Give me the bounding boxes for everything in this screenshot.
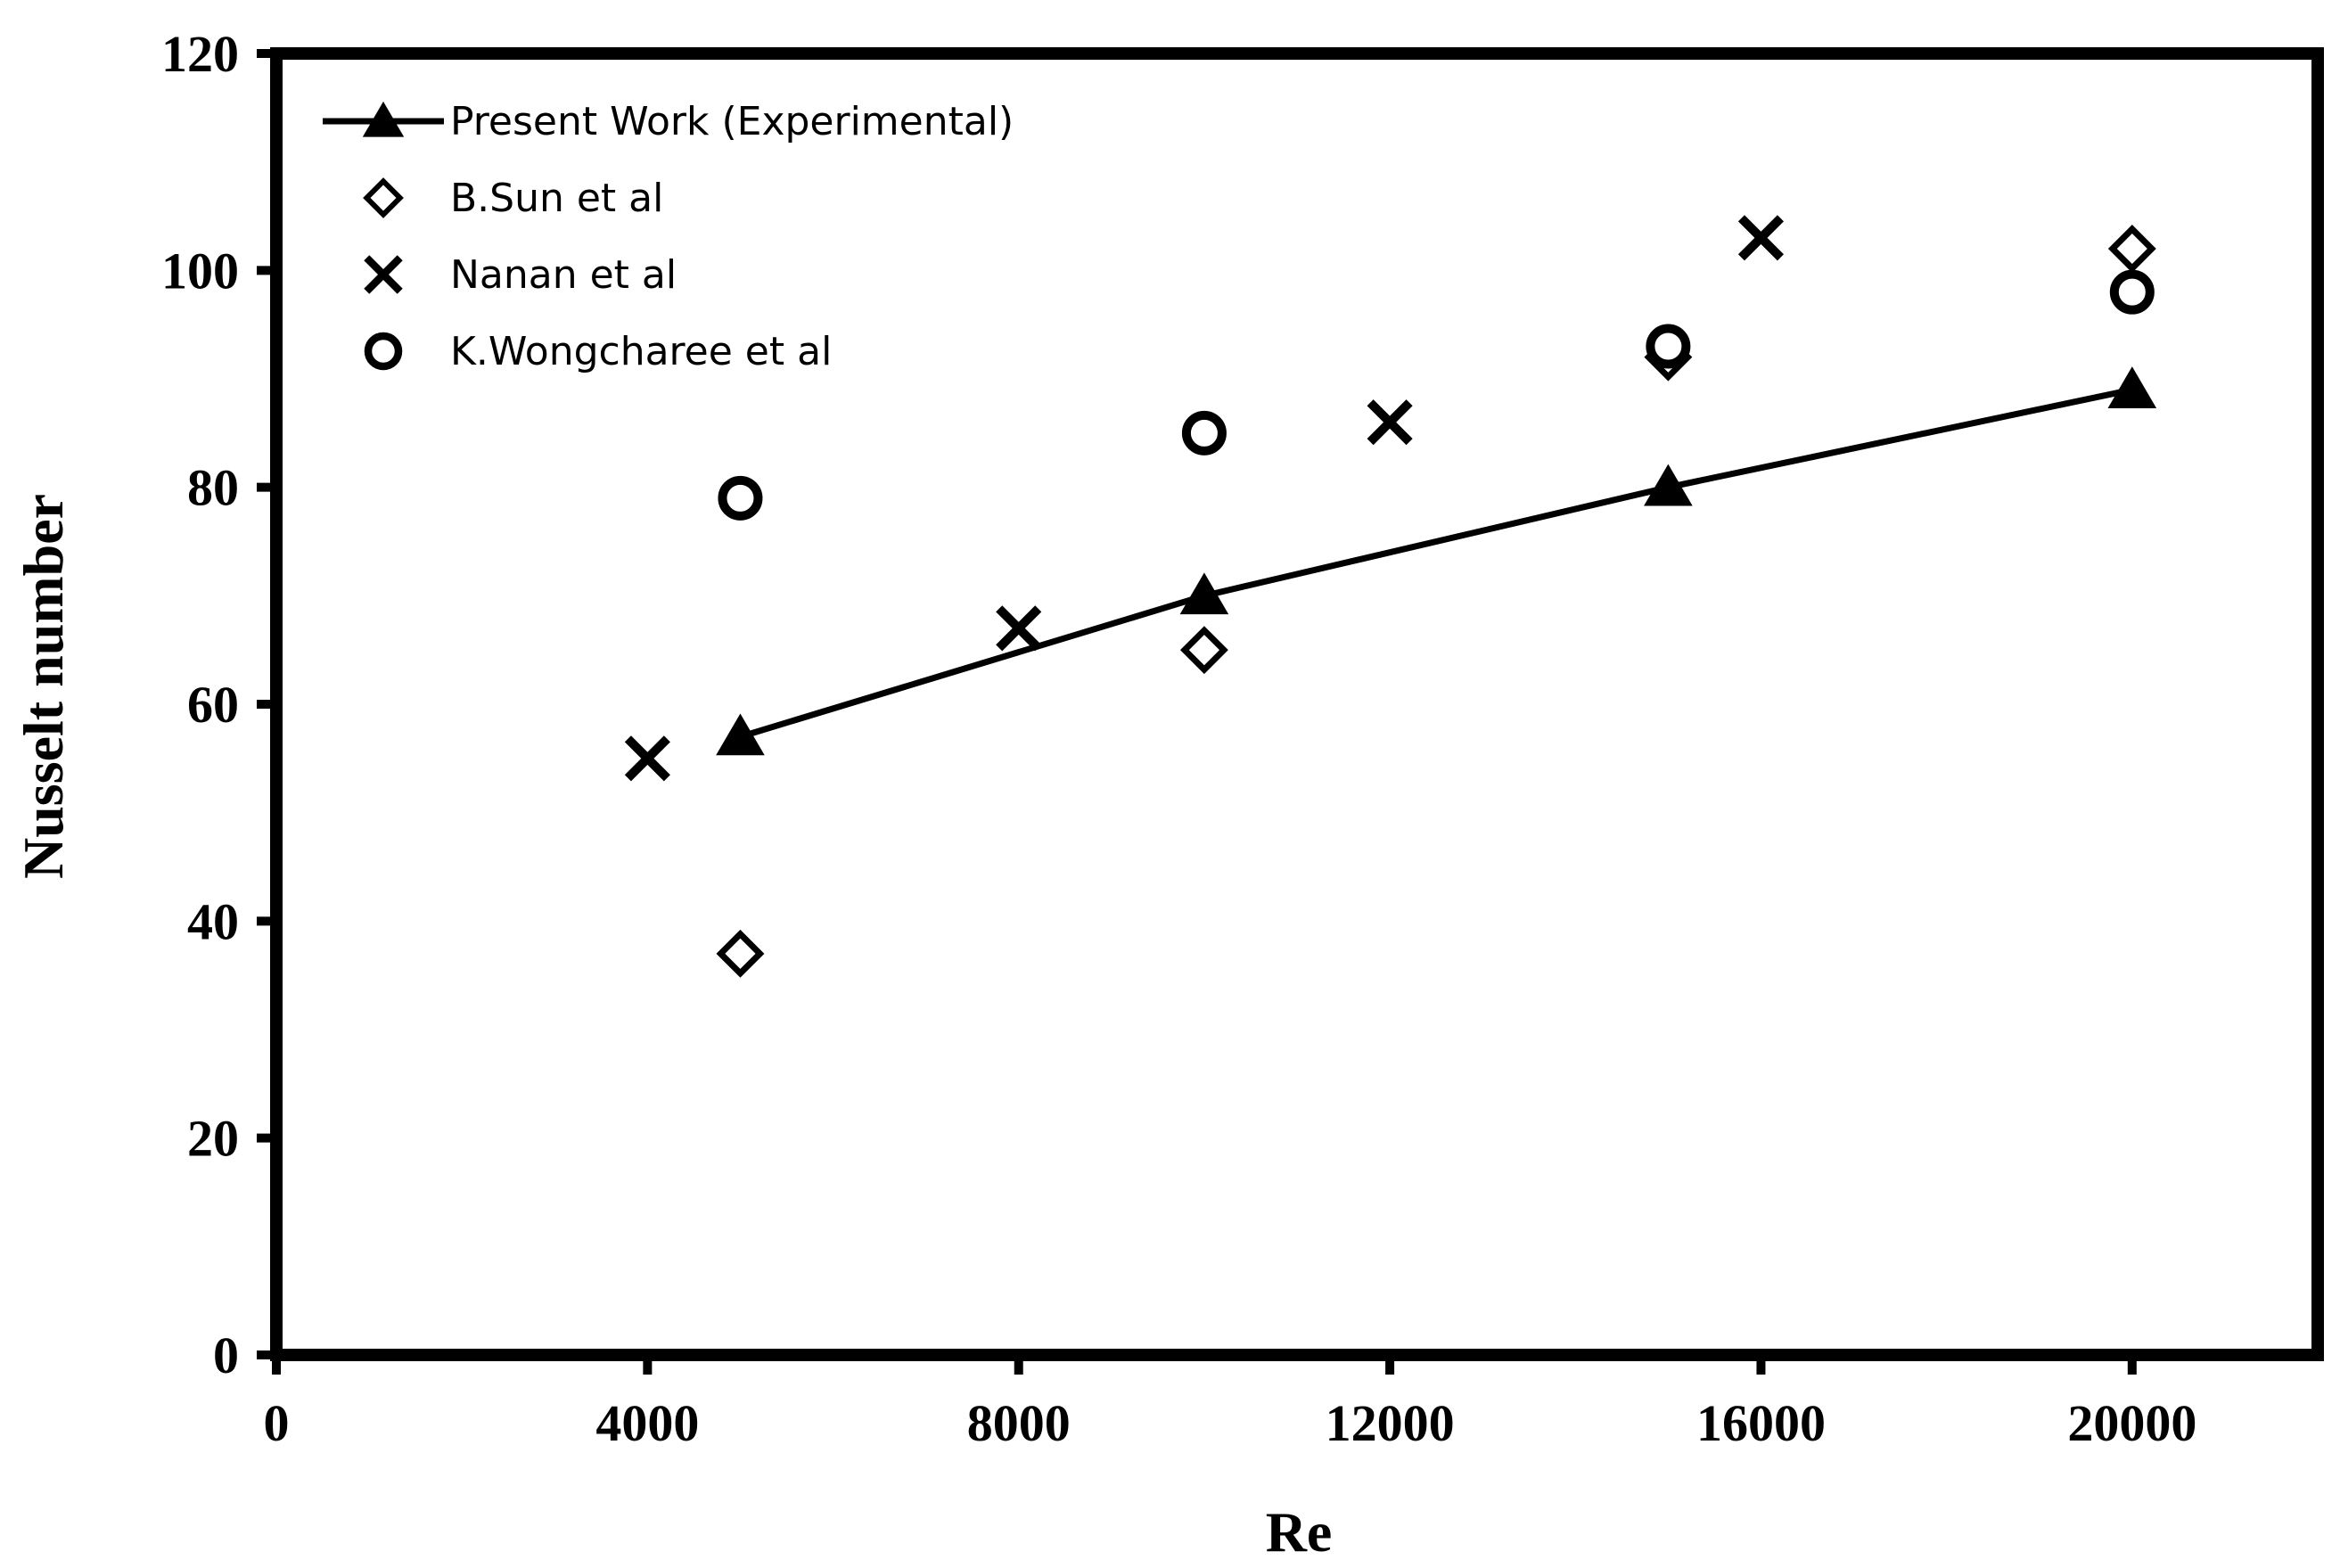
data-point [1179,626,1228,675]
data-point [1646,324,1691,369]
y-tick-label: 100 [161,242,239,300]
legend-label: Nanan et al [450,252,677,298]
legend-entry: B.Sun et al [363,176,663,221]
data-point [1644,464,1693,506]
x-axis-title: Re [1266,1500,1333,1564]
data-point [718,475,763,521]
series-1 [716,225,2156,978]
x-tick-label: 12000 [1326,1394,1455,1452]
legend-label: K.Wongcharee et al [450,329,832,374]
x-tick-label: 16000 [1696,1394,1826,1452]
series-2 [624,215,1784,782]
legend-marker [362,101,405,137]
data-point [1181,410,1227,456]
data-point [624,735,670,782]
data-point [2107,225,2156,273]
data-point [2107,366,2157,408]
data-point-stroke [1737,215,1784,261]
data-point [716,713,765,756]
data-point [996,605,1042,652]
legend-marker [364,255,403,294]
legend-marker [363,177,404,218]
legend-entry: Present Work (Experimental) [323,99,1014,144]
y-tick-label: 60 [187,676,239,734]
series-0 [716,366,2157,756]
legend-marker-stroke [364,255,403,294]
x-tick-label: 0 [264,1394,290,1452]
data-point [1179,572,1229,615]
data-point [2109,269,2155,315]
data-point-stroke [1367,399,1413,446]
y-tick-label: 20 [187,1110,239,1168]
legend-label: Present Work (Experimental) [450,99,1014,144]
y-tick-label: 120 [161,25,239,83]
x-tick-label: 8000 [967,1394,1071,1452]
legend-label: B.Sun et al [450,176,663,221]
data-point-stroke [996,605,1042,652]
y-tick-label: 80 [187,459,239,517]
data-point [716,929,765,978]
x-tick-label: 20000 [2067,1394,2196,1452]
y-tick-label: 0 [213,1326,239,1384]
x-tick-label: 4000 [595,1394,699,1452]
legend-marker [364,332,403,371]
y-tick-label: 40 [187,892,239,950]
data-point [1737,215,1784,261]
data-point-stroke [624,735,670,782]
legend-entry: K.Wongcharee et al [364,329,832,374]
series-3 [718,269,2155,521]
series-line [739,386,2133,740]
legend-entry: Nanan et al [364,252,677,298]
plot-area-border [270,47,2324,1361]
y-axis-title: Nusselt number [12,494,75,879]
data-point [1367,399,1413,446]
